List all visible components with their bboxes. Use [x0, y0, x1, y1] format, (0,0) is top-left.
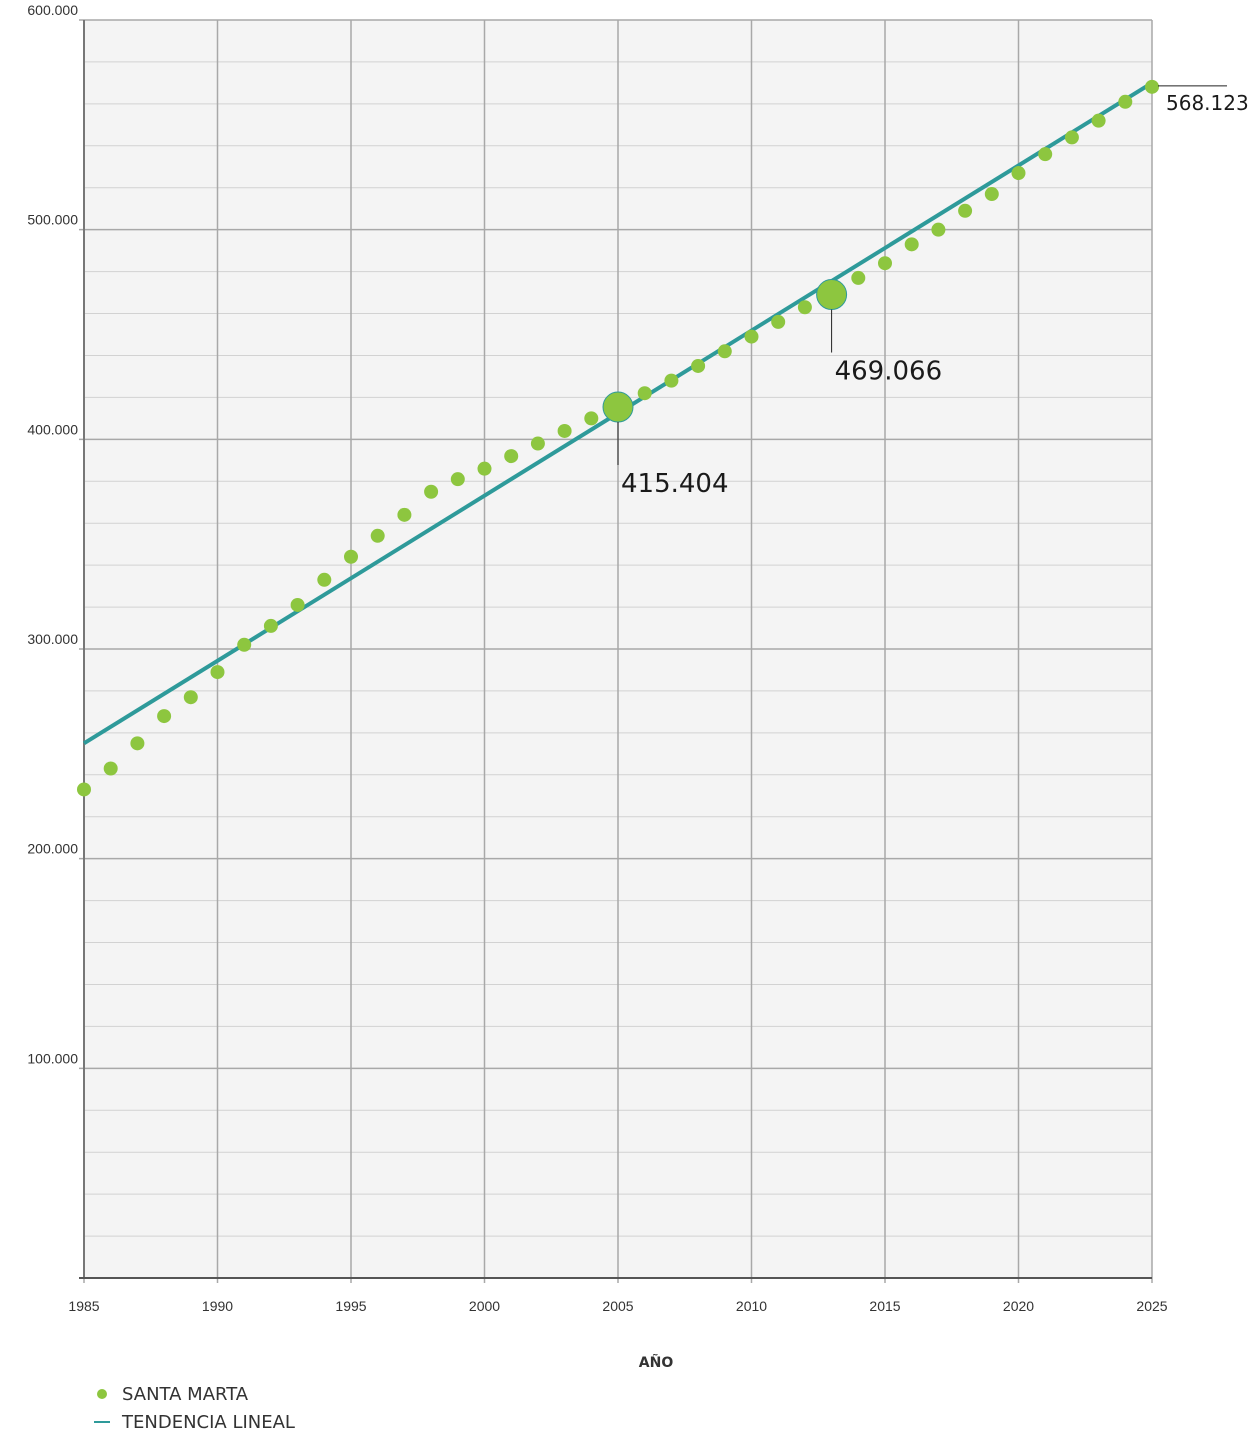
callout-label: 415.404 [621, 469, 729, 499]
data-point [958, 203, 973, 218]
tick-labels: 100.000 200.000 300.000 400.000 500.000 600.0… [27, 2, 1167, 1314]
y-tick-label: 600.000 [27, 2, 78, 18]
legend-label: TENDENCIA LINEAL [122, 1411, 295, 1433]
y-tick-label: 300.000 [27, 631, 78, 647]
data-point [290, 597, 305, 612]
data-point [477, 461, 492, 476]
x-tick-label: 2020 [1003, 1298, 1034, 1314]
data-point [1091, 113, 1106, 128]
data-point [210, 665, 225, 680]
axes [79, 20, 1152, 1279]
callout-label: 568.123 [1166, 91, 1249, 115]
y-tick-label: 400.000 [27, 421, 78, 437]
legend-item-santa-marta: SANTA MARTA [82, 1380, 295, 1408]
annotations-layer: 415.404 469.066 568.123 [617, 85, 1249, 499]
x-axis-title: AÑO [639, 1354, 674, 1371]
data-point [450, 472, 465, 487]
data-point [771, 314, 786, 329]
x-tick-label: 1985 [68, 1298, 99, 1314]
x-tick-label: 1995 [335, 1298, 366, 1314]
data-point [931, 222, 946, 237]
data-point [1064, 130, 1079, 145]
x-tick-label: 1990 [202, 1298, 233, 1314]
data-point [584, 411, 599, 426]
data-point [237, 637, 252, 652]
x-tick-label: 2000 [469, 1298, 500, 1314]
legend-label: SANTA MARTA [122, 1383, 249, 1405]
y-tick-label: 200.000 [27, 841, 78, 857]
data-point [370, 528, 385, 543]
data-point [664, 373, 679, 388]
data-point [602, 391, 634, 423]
callout-label: 469.066 [835, 357, 943, 387]
data-point [530, 436, 545, 451]
data-point [717, 344, 732, 359]
data-point [77, 782, 91, 797]
x-tick-label: 2025 [1136, 1298, 1167, 1314]
data-point [878, 256, 892, 271]
legend-dot-icon [82, 1389, 122, 1399]
legend-item-trend: TENDENCIA LINEAL [82, 1408, 295, 1436]
grid [79, 19, 1153, 1283]
data-point [103, 761, 118, 776]
data-point [183, 690, 198, 705]
data-point [263, 618, 278, 633]
y-tick-label: 500.000 [27, 212, 78, 228]
data-point [744, 329, 759, 344]
data-point [797, 300, 812, 315]
legend-line-icon [82, 1421, 122, 1423]
data-point [344, 549, 358, 564]
data-point [504, 449, 519, 464]
x-tick-label: 2015 [869, 1298, 900, 1314]
data-point [1145, 79, 1159, 94]
data-point [691, 358, 706, 373]
data-point [984, 187, 999, 202]
data-point [904, 237, 919, 252]
data-point [397, 507, 412, 522]
data-point [317, 572, 332, 587]
x-tick-label: 2010 [736, 1298, 767, 1314]
data-point [1038, 147, 1053, 162]
data-point [851, 270, 866, 285]
data-point [130, 736, 145, 751]
data-point [157, 709, 172, 724]
points-layer [77, 79, 1159, 797]
data-point [557, 423, 572, 438]
data-point [1011, 166, 1026, 181]
data-point [1118, 94, 1133, 109]
data-point [637, 386, 652, 401]
data-point [424, 484, 439, 499]
x-tick-label: 2005 [602, 1298, 633, 1314]
data-point [816, 279, 848, 311]
y-tick-label: 100.000 [27, 1050, 78, 1066]
legend: SANTA MARTA TENDENCIA LINEAL [82, 1380, 295, 1436]
